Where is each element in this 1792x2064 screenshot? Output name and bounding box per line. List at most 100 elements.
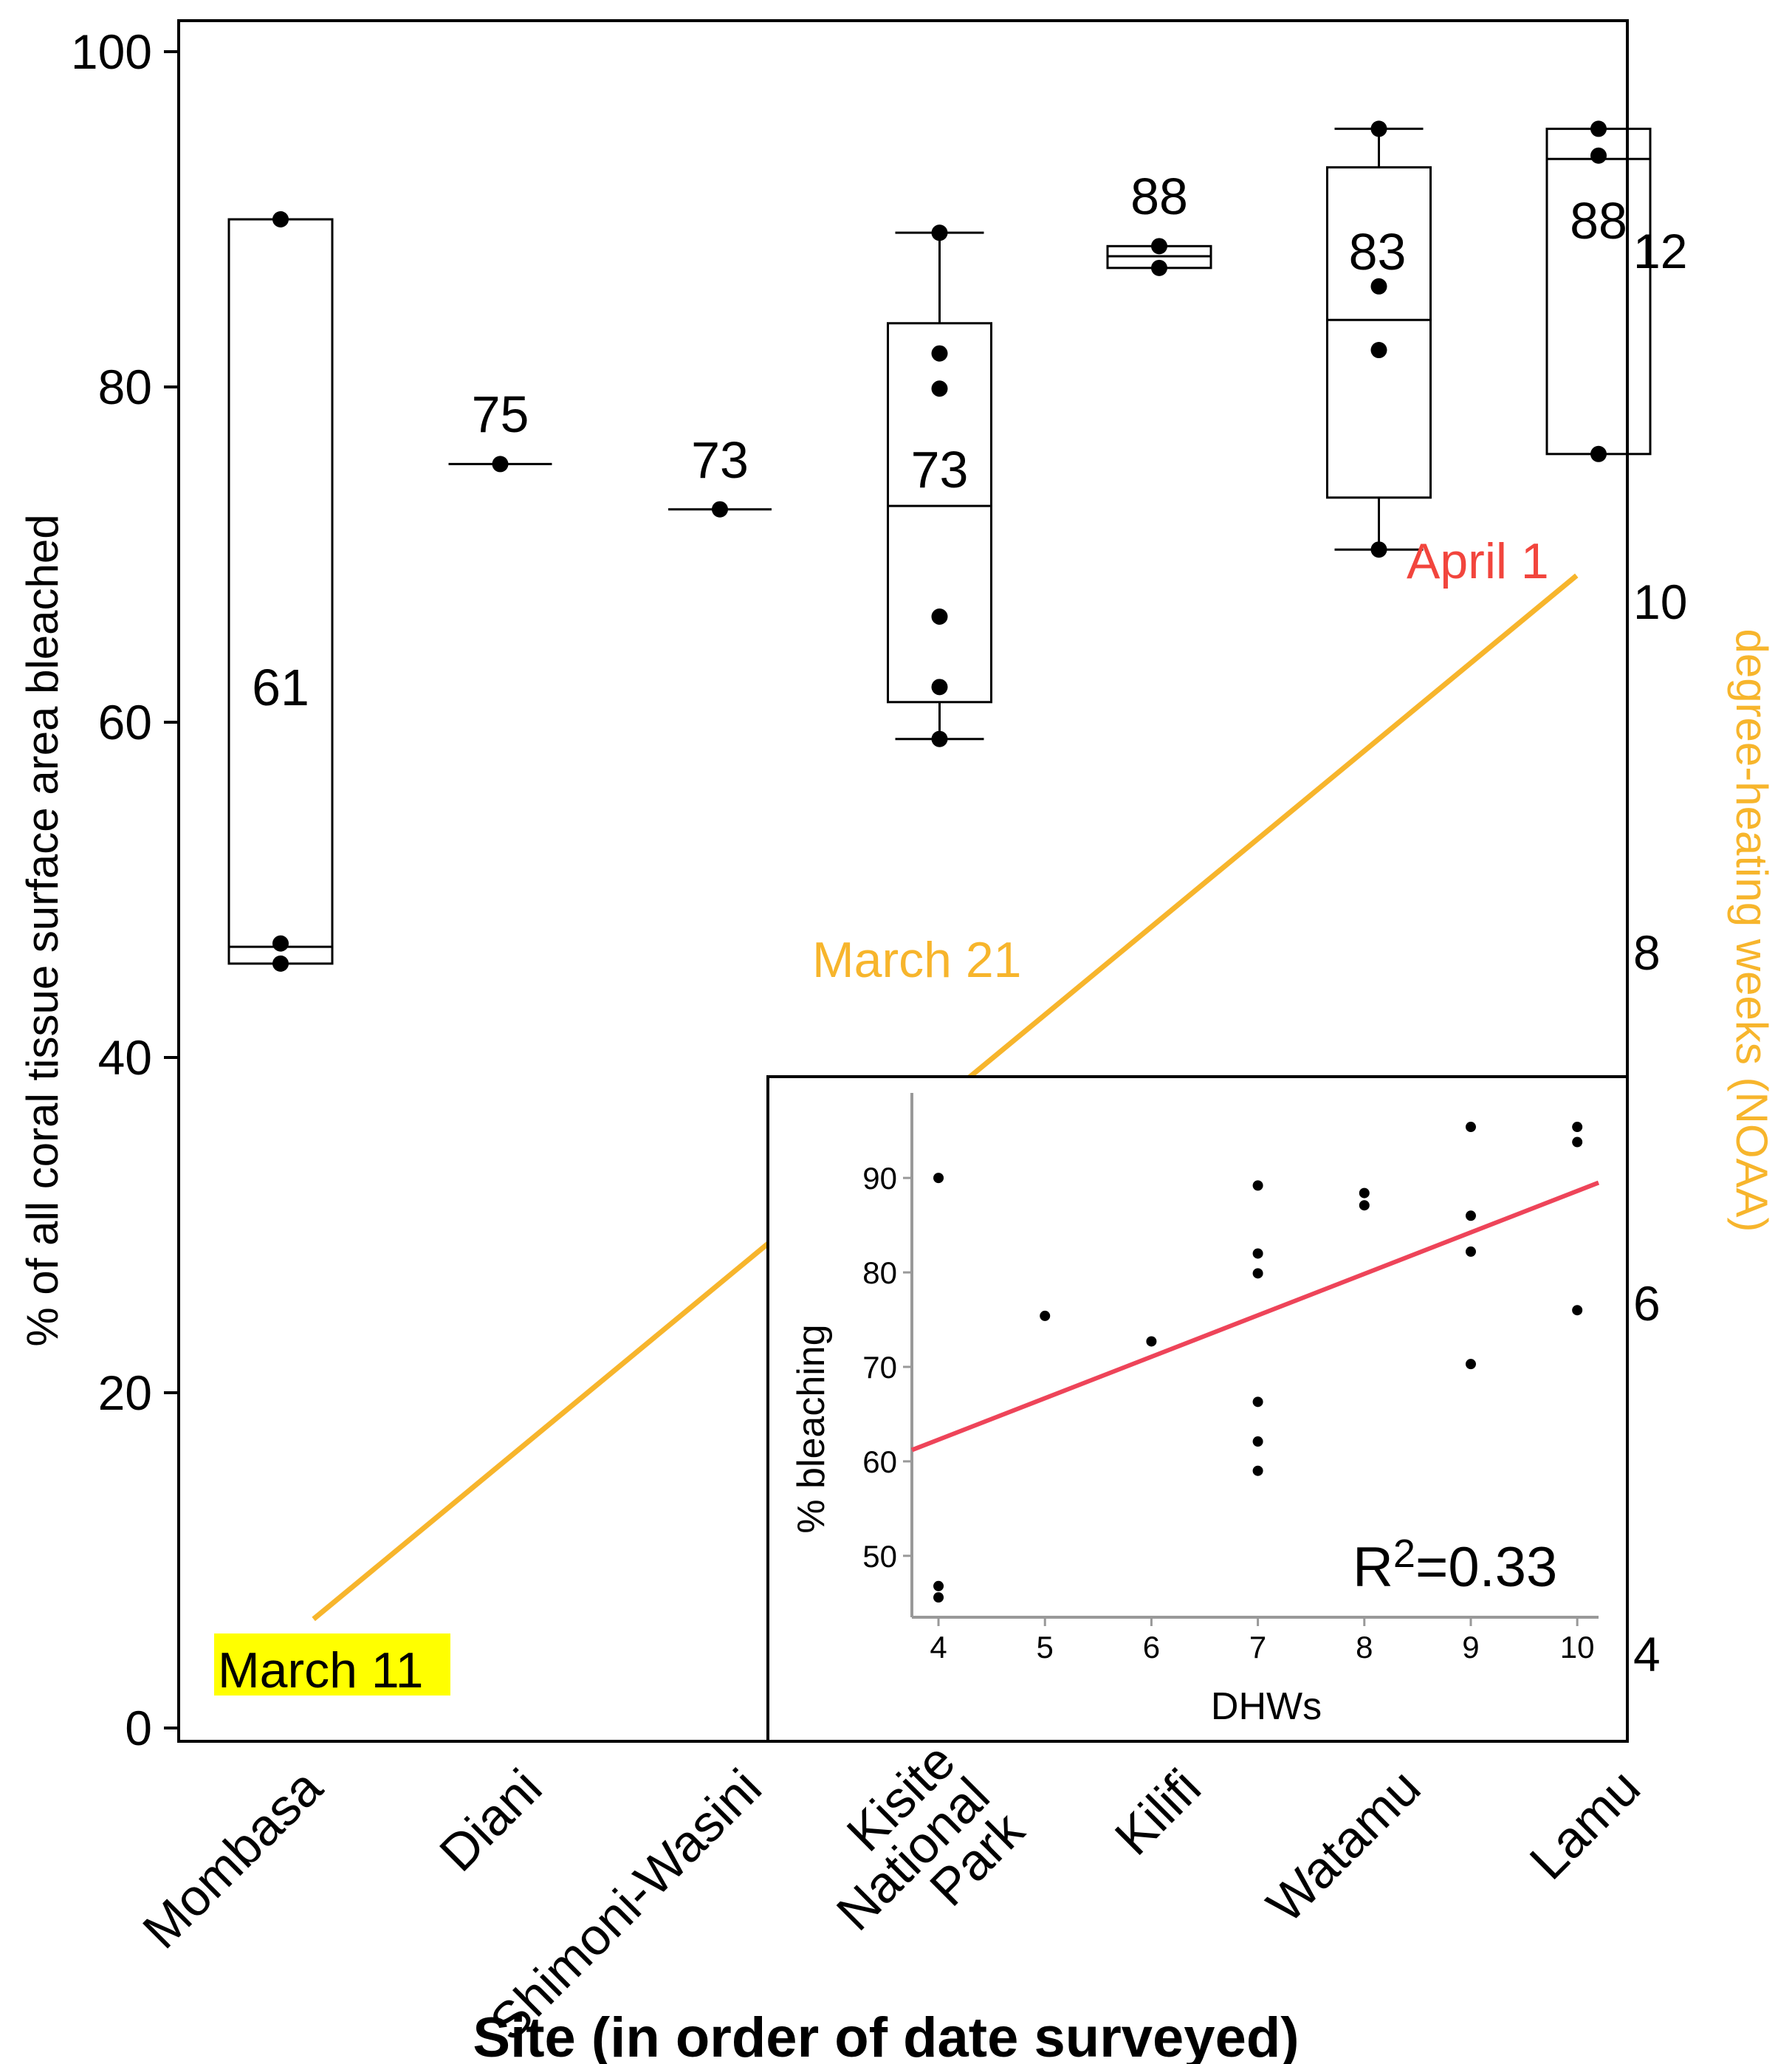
r-squared-sup: 2	[1393, 1532, 1415, 1576]
inset-fit-line	[910, 1180, 1600, 1453]
data-point	[1590, 147, 1607, 164]
x-tick-label: Lamu	[1519, 1758, 1651, 1890]
box-iqr	[887, 322, 992, 704]
inset-y-tick-label: 90	[862, 1161, 897, 1196]
inset-point	[1465, 1122, 1476, 1133]
inset-x-title: DHWs	[1211, 1685, 1322, 1728]
y2-tick-label: 6	[1633, 1276, 1661, 1331]
y-tick-label: 60	[98, 695, 152, 750]
inset-point	[1146, 1336, 1157, 1347]
inset-point	[1252, 1180, 1263, 1191]
inset-y-tick-label: 60	[862, 1444, 897, 1479]
y2-axis-title: degree-heating weeks (NOAA)	[1727, 628, 1776, 1232]
right-axis-ticks: 4 6 8 10 12	[1633, 224, 1687, 1681]
box-kisite-national-park	[887, 224, 992, 747]
median-label: 73	[911, 441, 969, 498]
x-tick-label-line: Watamu	[1256, 1758, 1432, 1934]
data-point	[712, 501, 728, 518]
inset-point	[1359, 1187, 1370, 1199]
x-axis-title: Site (in order of date surveyed)	[473, 2006, 1299, 2064]
median-label: 88	[1570, 192, 1627, 250]
inset-point	[933, 1592, 944, 1603]
box-shimoni-wasini	[668, 501, 772, 518]
y-tick-label: 80	[98, 360, 152, 414]
inset-x-tick-label: 4	[930, 1630, 947, 1664]
box-iqr	[227, 218, 334, 965]
left-axis-ticks: 0 20 40 60 80 100	[71, 24, 179, 1755]
box-iqr	[1326, 166, 1432, 499]
inset-scatter: 50 60 70 80 90 4 5 6 7 8 9 10 DHWs % bleaching R2=0…	[766, 1075, 1629, 1743]
y2-tick-label: 10	[1633, 575, 1687, 629]
inset-point	[1465, 1359, 1476, 1370]
x-tick-label: Diani	[429, 1758, 553, 1882]
inset-y-tick-label: 80	[862, 1255, 897, 1290]
box-iqr	[1545, 127, 1652, 456]
data-point	[1151, 238, 1167, 255]
data-point	[272, 955, 289, 972]
inset-x-tick-label: 7	[1249, 1630, 1266, 1664]
r-squared-value: =0.33	[1415, 1536, 1557, 1599]
y-tick-label: 100	[71, 24, 152, 79]
y-tick-label: 20	[98, 1365, 152, 1420]
y-axis-title: % of all coral tissue surface area bleac…	[18, 514, 67, 1346]
data-point	[931, 608, 948, 625]
data-point	[492, 456, 509, 473]
data-point	[931, 679, 948, 696]
box-mombasa	[227, 211, 334, 972]
inset-point	[1572, 1136, 1583, 1148]
median-label: 61	[252, 659, 309, 716]
box-diani	[448, 456, 552, 473]
inset-axes: 50 60 70 80 90 4 5 6 7 8 9 10	[862, 1093, 1599, 1664]
data-point	[1151, 259, 1167, 276]
y-tick-label: 40	[98, 1030, 152, 1085]
x-tick-label: Kilifi	[1104, 1758, 1212, 1866]
march11-highlight	[214, 1633, 450, 1696]
y2-tick-label: 4	[1633, 1627, 1661, 1681]
data-point	[1590, 445, 1607, 462]
inset-x-tick-label: 5	[1037, 1630, 1054, 1664]
median-label: 73	[691, 431, 749, 489]
data-point	[931, 224, 948, 241]
inset-y-title: % bleaching	[790, 1324, 833, 1533]
inset-y-tick-label: 70	[862, 1350, 897, 1385]
data-point	[1590, 120, 1607, 137]
r-squared-label: R2=0.33	[1353, 1532, 1557, 1599]
inset-point	[1252, 1436, 1263, 1447]
inset-point	[1252, 1268, 1263, 1279]
median-label: 75	[472, 385, 529, 443]
x-tick-label: Watamu	[1256, 1758, 1432, 1934]
data-point	[1370, 120, 1387, 137]
inset-point	[1572, 1122, 1583, 1133]
inset-point	[1359, 1200, 1370, 1211]
x-tick-label: Mombasa	[131, 1758, 333, 1960]
inset-points	[933, 1122, 1583, 1603]
box-lamu	[1545, 120, 1652, 462]
inset-x-tick-label: 6	[1143, 1630, 1160, 1664]
annotation-march-21: March 21	[812, 932, 1021, 988]
y2-tick-label: 8	[1633, 925, 1661, 980]
fit-line	[910, 1180, 1600, 1453]
box-kilifi	[1106, 238, 1212, 276]
data-point	[931, 730, 948, 747]
x-tick-label-line: Diani	[429, 1758, 553, 1882]
inset-point	[1252, 1248, 1263, 1259]
y-tick-label: 0	[125, 1701, 152, 1755]
data-point	[1370, 342, 1387, 359]
annotation-april-1: April 1	[1407, 533, 1549, 589]
inset-point	[933, 1173, 944, 1184]
annotation-march-11: March 11	[218, 1642, 423, 1698]
inset-point	[1252, 1396, 1263, 1408]
y2-tick-label: 12	[1633, 224, 1687, 278]
x-tick-label: KisiteNationalPark	[791, 1732, 1035, 1976]
box-watamu	[1326, 120, 1432, 558]
data-point	[931, 345, 948, 362]
median-label: 83	[1349, 223, 1407, 281]
x-tick-label-line: Lamu	[1519, 1758, 1651, 1890]
inset-point	[1040, 1310, 1051, 1321]
median-label: 88	[1130, 168, 1188, 225]
inset-x-tick-label: 10	[1560, 1630, 1595, 1664]
data-point	[1370, 541, 1387, 558]
inset-point	[933, 1580, 944, 1591]
